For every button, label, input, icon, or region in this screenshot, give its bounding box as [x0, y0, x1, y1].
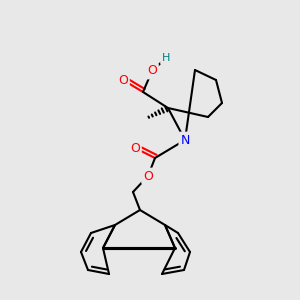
Text: O: O — [118, 74, 128, 86]
Text: O: O — [130, 142, 140, 154]
Text: O: O — [143, 169, 153, 182]
Text: N: N — [180, 134, 190, 146]
Text: H: H — [162, 53, 170, 63]
Text: O: O — [147, 64, 157, 77]
